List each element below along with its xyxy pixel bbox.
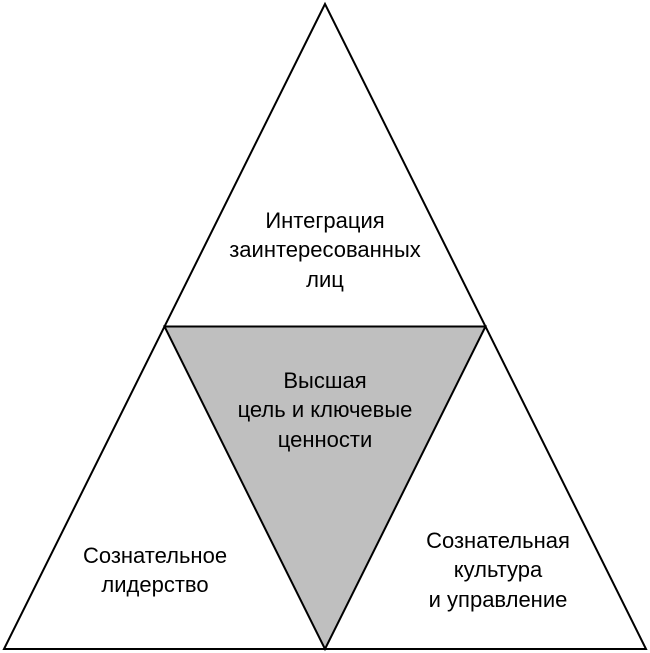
label-center: Высшая цель и ключевые ценности [215, 366, 435, 455]
label-bottom-left: Сознательное лидерство [55, 541, 255, 600]
label-bottom-right: Сознательная культура и управление [398, 526, 598, 615]
label-top: Интеграция заинтересованных лиц [195, 206, 455, 295]
triangle-diagram: Интеграция заинтересованных лиц Высшая ц… [0, 0, 650, 653]
